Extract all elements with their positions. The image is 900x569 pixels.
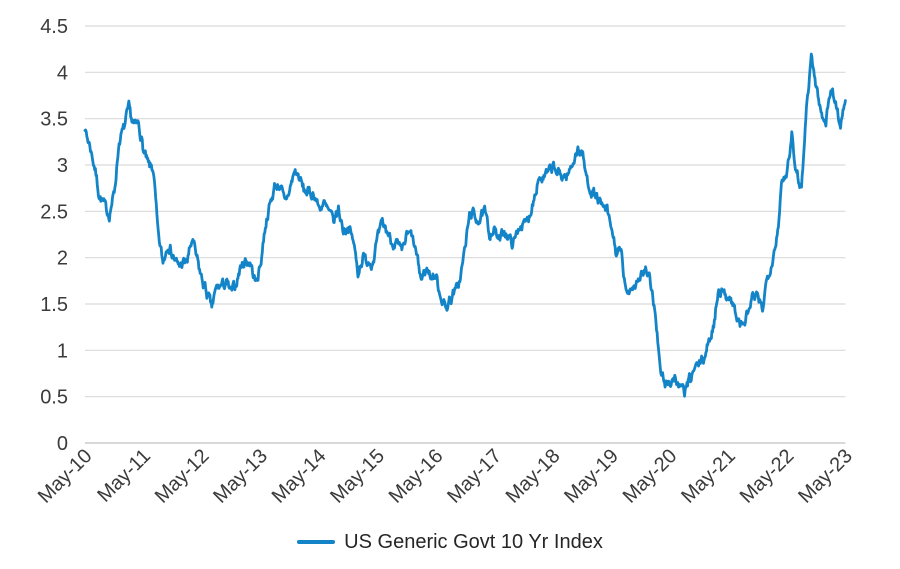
legend-line-swatch [297,539,336,545]
x-axis-tick-label: May-12 [151,445,214,508]
x-axis-tick-label: May-17 [443,445,506,508]
x-axis-tick-label: May-19 [560,445,623,508]
y-axis-tick-label: 2 [57,248,68,270]
y-axis-tick-label: 3.5 [40,109,68,131]
legend-series-label: US Generic Govt 10 Yr Index [344,530,603,553]
x-axis-tick-label: May-14 [268,445,331,508]
series-line-us-10yr [83,52,847,398]
y-axis-tick-label: 3 [57,155,68,177]
legend: US Generic Govt 10 Yr Index [0,527,900,557]
x-axis-tick-label: May-11 [93,445,155,507]
x-axis-tick-label: May-23 [794,445,857,508]
y-axis-tick-label: 4 [57,62,68,84]
x-axis-tick-label: May-18 [502,445,565,508]
y-axis-tick-label: 2.5 [40,201,68,223]
y-axis-tick-label: 1 [57,340,68,362]
x-axis-tick-label: May-15 [326,445,389,508]
x-axis-tick-label: May-22 [736,445,799,508]
y-axis-tick-label: 1.5 [40,294,68,316]
x-axis-tick-label: May-13 [209,445,272,508]
x-axis-tick-label: May-20 [619,445,682,508]
x-axis-tick-label: May-16 [385,445,448,508]
y-axis-tick-label: 0 [57,433,68,455]
x-axis-tick-label: May-21 [677,445,740,508]
y-axis-tick-label: 4.5 [40,16,68,38]
y-axis-tick-label: 0.5 [40,387,68,409]
